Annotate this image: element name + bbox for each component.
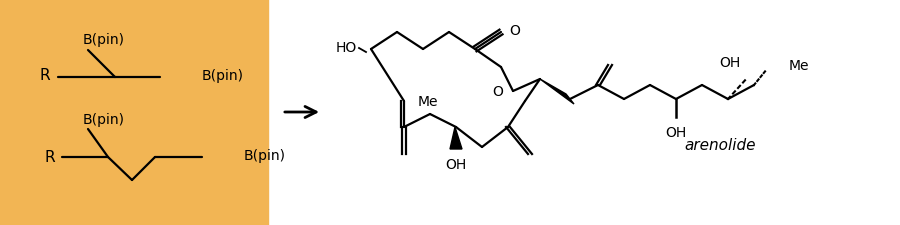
Text: OH: OH	[719, 56, 741, 70]
Text: B(pin): B(pin)	[202, 69, 244, 83]
Text: O: O	[492, 85, 503, 99]
Text: OH: OH	[446, 157, 466, 171]
Polygon shape	[540, 80, 574, 105]
Text: Me: Me	[418, 94, 438, 108]
Text: OH: OH	[665, 126, 687, 139]
Text: R: R	[40, 68, 50, 83]
Text: B(pin): B(pin)	[244, 148, 286, 162]
Bar	[0, 0, 268, 225]
Text: Me: Me	[789, 59, 809, 73]
Text: R: R	[45, 150, 55, 165]
Polygon shape	[450, 127, 462, 149]
Text: O: O	[509, 24, 520, 38]
Text: B(pin): B(pin)	[83, 33, 125, 47]
Text: HO: HO	[336, 41, 357, 55]
Text: B(pin): B(pin)	[83, 112, 125, 126]
Text: arenolide: arenolide	[684, 138, 756, 153]
